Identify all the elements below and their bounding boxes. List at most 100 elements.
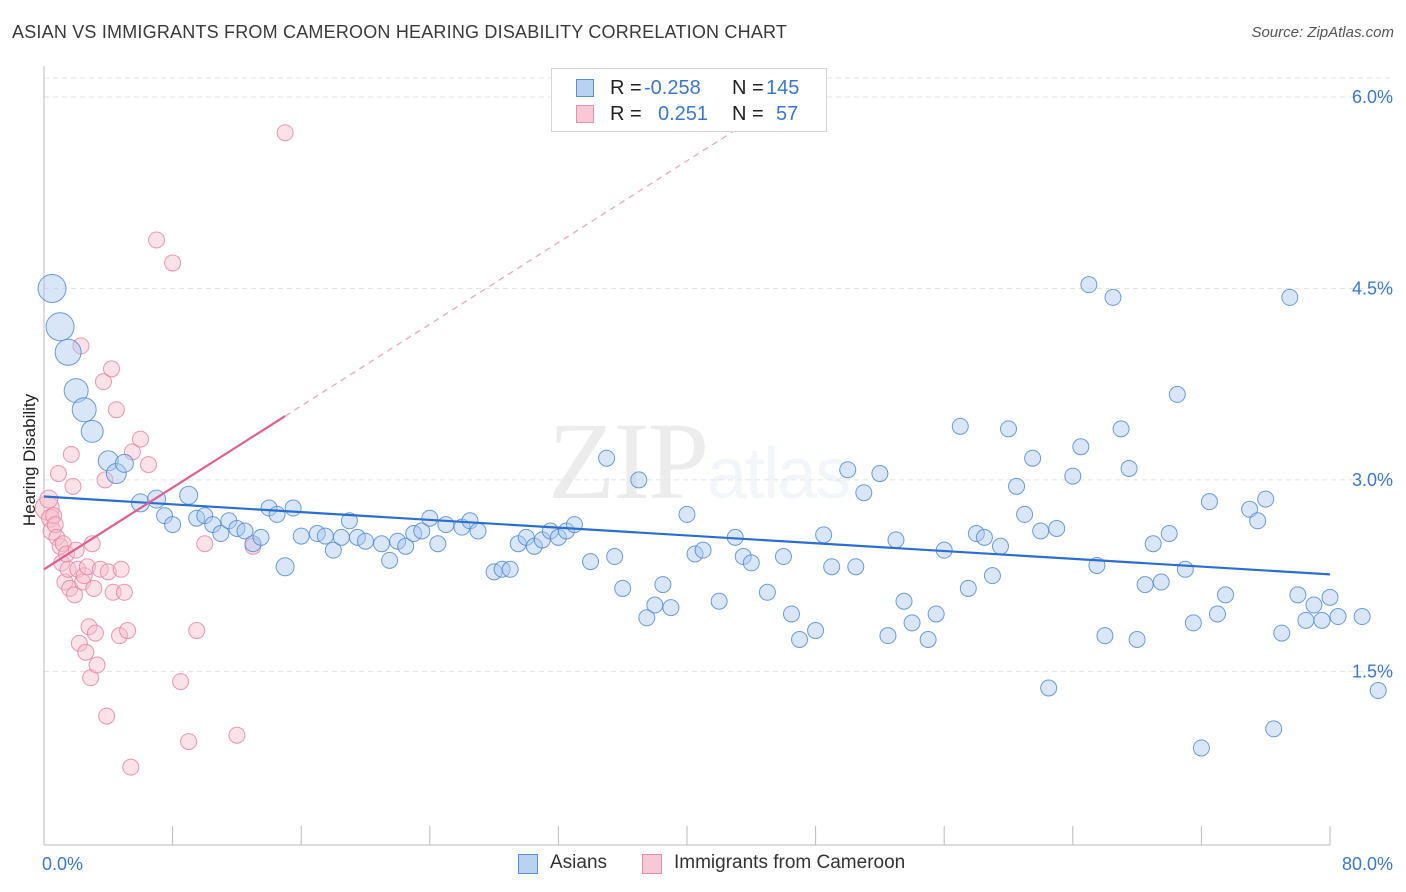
asians-point [991,537,1009,555]
cameroon-point [94,373,112,391]
asians-point [654,576,672,594]
asians-point [1160,525,1178,543]
legend-r-label: R = [610,103,642,125]
asians-point [97,450,119,472]
y-tick-label: 4.5% [1352,278,1393,298]
asians-point [80,419,104,443]
asians-point [630,471,648,489]
asians-point [742,554,760,572]
cameroon-point [228,726,246,744]
cameroon-point [276,124,294,142]
cameroon-swatch [576,105,594,123]
asians-point [252,528,270,546]
cameroon-point [46,516,64,534]
y-tick-label: 3.0% [1352,470,1393,490]
asians-point [1249,512,1267,530]
asians-point [1289,586,1307,604]
legend-r-value: 0.251 [658,103,709,125]
asians-point [646,596,664,614]
asians-point [1080,276,1098,294]
asians-point [381,551,399,569]
asians-point [895,592,913,610]
asians-point [598,449,616,467]
cameroon-point [75,567,93,585]
asians-point [1168,385,1186,403]
asians-point [815,526,833,544]
asians-point [45,312,75,342]
asians-point [105,463,127,485]
asians-point [348,528,366,546]
asians-point [1032,522,1050,540]
cameroon-point [103,360,121,378]
cameroon-point [188,622,206,640]
asians-point [1016,505,1034,523]
cameroon-point [45,507,63,525]
asians-point [807,622,825,640]
asians-point [1353,608,1371,626]
cameroon-point [62,445,80,463]
cameroon-point [112,560,130,578]
cameroon-point [86,624,104,642]
asians-point [983,567,1001,585]
asians-point [710,592,728,610]
asians-point [212,525,230,543]
asians-point [565,516,583,534]
asians-point [421,509,439,527]
cameroon-point [59,560,77,578]
cameroon-point [107,401,125,419]
watermark-atlas: atlas [707,434,851,514]
cameroon-point [111,627,129,645]
asians-point [37,273,67,303]
asians-point [774,548,792,566]
asians-point [1305,596,1323,614]
asians-point [1112,420,1130,438]
cameroon-point [148,231,166,249]
cameroon-point [131,430,149,448]
asians-point [340,512,358,530]
asians-point [1184,614,1202,632]
cameroon-trend-line [43,415,286,571]
asians-point [1369,682,1387,700]
asians-point [686,545,704,563]
asians-point [879,627,897,645]
asians-point [1265,720,1283,738]
asians-point [63,378,89,404]
asians-point [437,516,455,534]
asians-point [871,465,889,483]
asians-point [1257,490,1275,508]
asians-point [791,630,809,648]
cameroon-point [196,535,214,553]
asians-point [1008,477,1026,495]
cameroon-point [49,465,67,483]
legend-r-label: R = [610,77,642,99]
y-tick-label: 1.5% [1352,661,1393,681]
legend-n-label: N = [732,103,764,125]
asians-point [1136,576,1154,594]
cameroon-point [85,579,103,597]
asians-point [678,505,696,523]
cameroon-point [139,456,157,474]
asians-point [1024,449,1042,467]
asians-point [1297,611,1315,629]
cameroon-point [164,254,182,272]
cameroon-point [69,560,87,578]
asians-legend-swatch [518,854,538,874]
asians-point [887,531,905,549]
asians-point [268,505,286,523]
asians-point [469,522,487,540]
asians-point [1329,608,1347,626]
asians-point [1120,459,1138,477]
source-label: Source: ZipAtlas.com [1251,24,1394,41]
asians-point [1321,588,1339,606]
asians-point [662,599,680,617]
asians-point [164,516,182,534]
asians-point [71,397,97,423]
cameroon-point [119,622,137,640]
asians-point [275,557,295,577]
legend-r-value: -0.258 [644,77,701,99]
chart-title: ASIAN VS IMMIGRANTS FROM CAMEROON HEARIN… [12,22,788,42]
legend-n-value: 145 [766,77,800,99]
asians-point [373,535,391,553]
cameroon-legend-swatch [642,854,662,874]
